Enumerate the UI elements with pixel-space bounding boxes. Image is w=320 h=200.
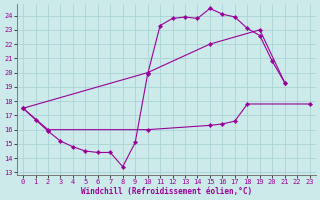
X-axis label: Windchill (Refroidissement éolien,°C): Windchill (Refroidissement éolien,°C): [81, 187, 252, 196]
